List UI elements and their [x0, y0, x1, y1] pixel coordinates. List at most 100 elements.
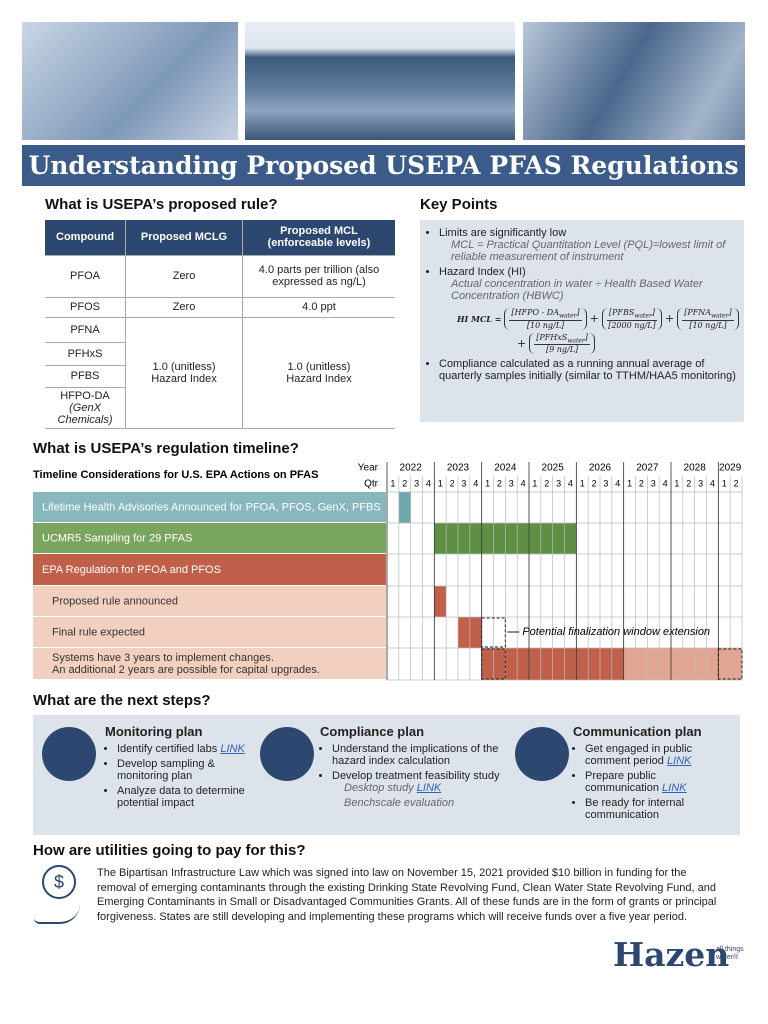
formula-term: [HFPO - DAwater] [10 ng/L] [504, 308, 587, 330]
key-point-text: Limits are significantly low [439, 227, 567, 239]
photo-workers [523, 22, 745, 140]
year-tick-label: 2025 [542, 463, 565, 474]
key-point-sub: MCL = Practical Quantitation Level (PQL)… [451, 239, 726, 263]
table-cell: PFOA [45, 255, 126, 298]
table-cell: HFPO-DA (GenX Chemicals) [45, 387, 126, 429]
link[interactable]: LINK [666, 755, 692, 767]
quarter-label: 4 [473, 478, 478, 488]
row-label: An additional 2 years are possible for c… [52, 664, 320, 676]
plan-list: Understand the implications of the hazar… [320, 743, 500, 809]
compound-note: (GenX Chemicals) [57, 401, 113, 426]
year-tick-label: 2022 [400, 463, 423, 474]
quarter-label: 2 [592, 478, 597, 488]
row-label-bg [33, 617, 386, 647]
table-row: PFBS [45, 365, 395, 388]
term-close: ] [728, 308, 732, 317]
quarter-label: 4 [663, 478, 668, 488]
plan-item-text: Be ready for internal communication [585, 797, 685, 821]
key-point-text: Hazard Index (HI) [439, 266, 526, 278]
quarter-label: 1 [627, 478, 632, 488]
formula-plus: + [664, 312, 675, 326]
row-label-bg [33, 648, 386, 679]
formula: HI MCL = [HFPO - DAwater] [10 ng/L] + [PFBSw… [457, 308, 747, 355]
qtr-label: Qtr [364, 479, 379, 490]
plan-item-text: Prepare public communication [585, 770, 659, 794]
plan-title: Monitoring plan [105, 724, 203, 739]
numerator: [HFPO - DAwater] [509, 308, 582, 321]
table-row: HFPO-DA (GenX Chemicals) [45, 387, 395, 429]
link[interactable]: LINK [220, 743, 245, 755]
plan-item-text: Develop sampling & monitoring plan [117, 758, 215, 782]
quarter-label: 2 [450, 478, 455, 488]
quarter-label: 4 [710, 478, 715, 488]
key-point: Compliance calculated as a running annua… [439, 358, 737, 382]
plan-icon [260, 727, 314, 781]
extension-window [717, 648, 743, 680]
year-tick-label: 2023 [447, 463, 470, 474]
section-heading: How are utilities going to pay for this? [33, 842, 306, 859]
quarter-label: 3 [698, 478, 703, 488]
plan-item-text: Desktop study [344, 782, 414, 794]
table-header: Proposed MCL (enforceable levels) [241, 220, 395, 256]
table-row: PFOA Zero 4.0 parts per trillion (also exp… [45, 255, 395, 298]
row-label: Proposed rule announced [52, 595, 178, 607]
formula-term: [PFHxSwater] [9 ng/L] [529, 332, 595, 355]
table-row: PFHxS [45, 342, 395, 366]
term-close: ] [651, 308, 655, 317]
gantt-bar [398, 492, 411, 523]
table-cell: PFBS [45, 365, 126, 388]
plan: Communication plan Get engaged in public … [573, 724, 723, 824]
quarter-label: 2 [639, 478, 644, 488]
plan-item-text: Get engaged in public comment period [585, 743, 693, 767]
link[interactable]: LINK [662, 782, 687, 794]
timeline-chart: Timeline Considerations for U.S. EPA Act… [33, 462, 743, 681]
plan-title: Compliance plan [320, 724, 425, 739]
extension-window [481, 648, 506, 680]
key-point-text: Compliance calculated as a running annua… [439, 358, 736, 383]
quarter-label: 1 [722, 478, 727, 488]
section-heading: What is USEPA’s proposed rule? [45, 196, 278, 213]
quarter-label: 1 [438, 478, 443, 488]
title-banner: Understanding Proposed USEPA PFAS Regula… [22, 145, 745, 186]
term-close: ] [576, 308, 580, 317]
section-heading: Key Points [420, 196, 498, 213]
next-steps-box [33, 715, 740, 835]
term-sub: water [567, 337, 585, 345]
sub-list: Actual concentration in water ÷ Health B… [439, 278, 737, 302]
plan: Monitoring plan Identify certified labs L… [105, 724, 255, 812]
quarter-label: 4 [615, 478, 620, 488]
timeline-subtitle: Timeline Considerations for U.S. EPA Act… [33, 469, 318, 481]
plan-item: Get engaged in public comment period LIN… [585, 743, 723, 767]
quarter-label: 1 [485, 478, 490, 488]
plan-sub-list: Desktop study LINK Benchscale evaluation [332, 782, 500, 809]
plan-item: Develop sampling & monitoring plan [117, 758, 255, 782]
plan-item: Benchscale evaluation [344, 797, 500, 809]
formula-term: [PFBSwater] [2000 ng/L] [601, 308, 662, 330]
table-cell: 1.0 (unitless) Hazard Index [125, 317, 243, 429]
dollar-icon: $ [42, 865, 76, 899]
denominator: [9 ng/L] [545, 345, 579, 355]
row-label-bg [33, 492, 386, 522]
row-label-bg [33, 554, 386, 585]
quarter-label: 2 [402, 478, 407, 488]
page-title: Understanding Proposed USEPA PFAS Regula… [28, 151, 739, 180]
term-name: [PFBS [608, 308, 635, 317]
numerator: [PFHxSwater] [534, 333, 590, 346]
quarter-label: 2 [544, 478, 549, 488]
compound: PFNA [70, 323, 100, 336]
formula-term: [PFNAwater] [10 ng/L] [677, 308, 739, 330]
denominator: [10 ng/L] [526, 320, 565, 330]
plan-item-text: Develop treatment feasibility study [332, 770, 500, 782]
quarter-label: 1 [532, 478, 537, 488]
table-cell: 1.0 (unitless) Hazard Index [241, 317, 395, 429]
row-label: EPA Regulation for PFOA and PFOS [42, 564, 221, 576]
term-sub: water [634, 312, 652, 320]
formula-plus: + [517, 336, 527, 350]
link[interactable]: LINK [416, 782, 442, 794]
compound: PFBS [70, 370, 100, 382]
year-label: Year [358, 463, 379, 474]
